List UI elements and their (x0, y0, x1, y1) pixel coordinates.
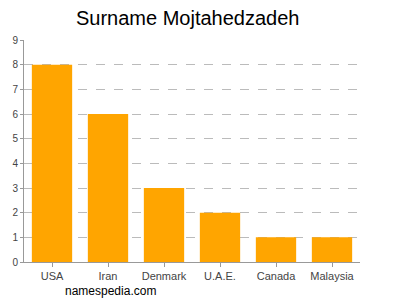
svg-text:Denmark: Denmark (142, 270, 187, 282)
svg-text:Surname Mojtahedzadeh: Surname Mojtahedzadeh (76, 7, 299, 29)
svg-text:Iran: Iran (99, 270, 118, 282)
svg-text:Canada: Canada (257, 270, 296, 282)
svg-text:6: 6 (12, 109, 18, 120)
svg-text:4: 4 (12, 158, 18, 169)
svg-text:1: 1 (12, 232, 18, 243)
svg-text:7: 7 (12, 84, 18, 95)
svg-text:Malaysia: Malaysia (310, 270, 354, 282)
svg-text:namespedia.com: namespedia.com (65, 284, 156, 298)
svg-text:0: 0 (12, 257, 18, 268)
svg-text:5: 5 (12, 133, 18, 144)
svg-text:3: 3 (12, 183, 18, 194)
svg-text:9: 9 (12, 35, 18, 46)
svg-text:2: 2 (12, 207, 18, 218)
svg-text:U.A.E.: U.A.E. (204, 270, 236, 282)
svg-text:USA: USA (41, 270, 64, 282)
svg-text:8: 8 (12, 59, 18, 70)
